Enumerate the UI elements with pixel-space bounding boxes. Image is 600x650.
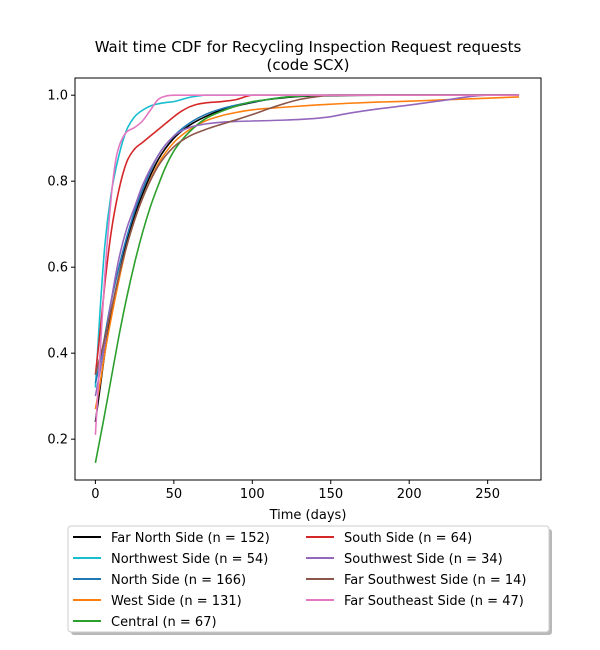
legend-label-4: West Side (n = 131) xyxy=(111,594,242,609)
legend-label-7: Southwest Side (n = 34) xyxy=(344,552,503,567)
legend-label-5: Central (n = 67) xyxy=(111,615,217,630)
y-tick-label: 1.0 xyxy=(47,89,68,104)
y-tick-label: 0.6 xyxy=(47,261,68,276)
x-tick-label: 100 xyxy=(240,487,265,502)
legend-label-9: Far Southeast Side (n = 47) xyxy=(344,594,524,609)
x-tick-label: 50 xyxy=(166,487,183,502)
series-line-9 xyxy=(94,94,520,435)
legend-label-8: Far Southwest Side (n = 14) xyxy=(344,573,526,588)
legend-label-3: North Side (n = 166) xyxy=(111,573,246,588)
y-tick-label: 0.4 xyxy=(47,347,68,362)
series-line-7 xyxy=(94,94,520,397)
series-line-4 xyxy=(94,96,520,410)
x-tick-label: 250 xyxy=(475,487,500,502)
x-axis-label: Time (days) xyxy=(269,508,347,523)
y-axis-ticks: 0.2 0.4 0.6 0.8 1.0 xyxy=(47,89,75,448)
series-line-3 xyxy=(94,94,520,384)
y-tick-label: 0.8 xyxy=(47,175,68,190)
series-line-5 xyxy=(94,94,520,463)
series-line-2 xyxy=(94,94,520,388)
chart-title-line2: (code SCX) xyxy=(267,56,350,74)
legend-items: Far North Side (n = 152) Northwest Side (… xyxy=(73,531,526,630)
chart-title-line1: Wait time CDF for Recycling Inspection R… xyxy=(95,38,522,56)
plot-lines xyxy=(94,94,520,463)
series-line-8 xyxy=(94,94,520,375)
legend: Far North Side (n = 152) Northwest Side (… xyxy=(67,525,552,635)
x-tick-label: 200 xyxy=(397,487,422,502)
x-axis-ticks: 0 50 100 150 200 250 xyxy=(91,480,500,502)
plot-frame xyxy=(74,77,542,481)
legend-label-1: Far North Side (n = 152) xyxy=(111,531,270,546)
series-line-1 xyxy=(94,94,520,423)
legend-label-6: South Side (n = 64) xyxy=(344,531,472,546)
legend-label-2: Northwest Side (n = 54) xyxy=(111,552,268,567)
x-tick-label: 0 xyxy=(91,487,99,502)
y-tick-label: 0.2 xyxy=(47,433,68,448)
series-line-6 xyxy=(94,94,520,375)
x-tick-label: 150 xyxy=(318,487,343,502)
